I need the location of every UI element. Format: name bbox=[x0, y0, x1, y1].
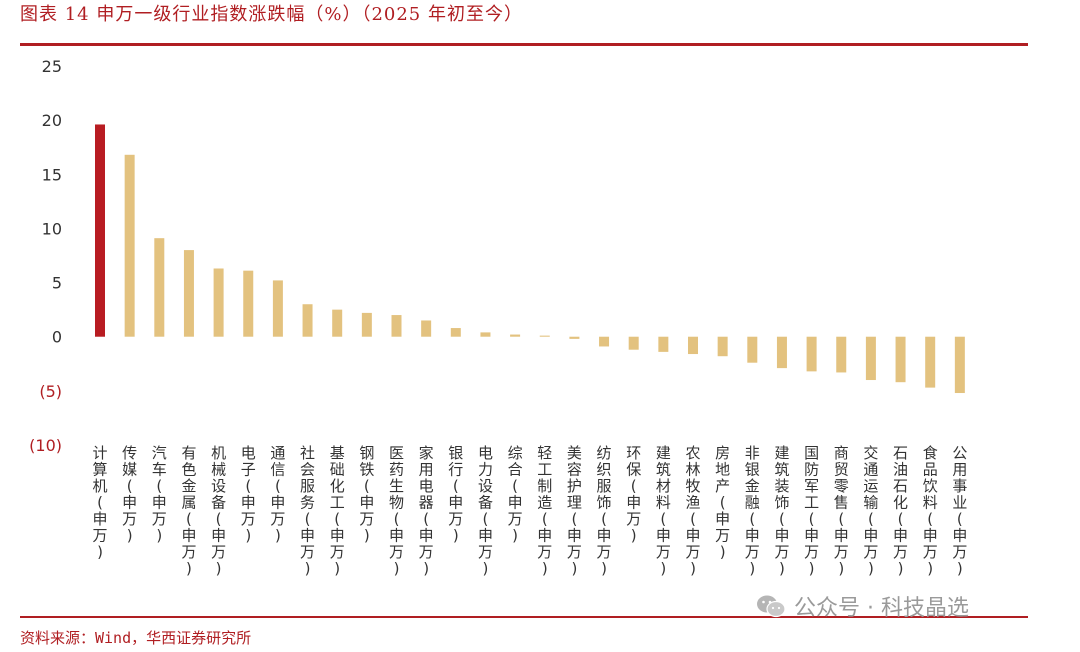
category-label: 社会服务(申万) bbox=[300, 444, 315, 578]
bar bbox=[302, 304, 313, 337]
category-label: 国防军工(申万) bbox=[804, 444, 819, 578]
wechat-icon bbox=[757, 595, 786, 618]
category-label: 建筑材料(申万) bbox=[656, 444, 671, 578]
category-label: 房地产(申万) bbox=[715, 444, 730, 561]
bar bbox=[747, 336, 758, 363]
bar bbox=[361, 312, 372, 337]
category-label: 电力设备(申万) bbox=[478, 444, 493, 578]
category-label: 商贸零售(申万) bbox=[834, 444, 849, 578]
category-label: 非银金融(申万) bbox=[745, 444, 760, 578]
y-tick-label: 0 bbox=[52, 328, 62, 347]
bar bbox=[124, 154, 135, 337]
category-label: 建筑装饰(申万) bbox=[774, 444, 789, 578]
watermark-text: 公众号 · 科技晶选 bbox=[794, 596, 969, 621]
category-label: 传媒(申万) bbox=[122, 444, 137, 545]
bar bbox=[628, 336, 639, 350]
bar bbox=[599, 336, 610, 347]
y-tick-label: 10 bbox=[42, 219, 62, 238]
y-tick-label: 25 bbox=[42, 57, 62, 76]
title-rule bbox=[20, 43, 1028, 46]
bar bbox=[776, 336, 787, 369]
category-label: 纺织服饰(申万) bbox=[597, 444, 612, 578]
category-label: 机械设备(申万) bbox=[211, 444, 226, 578]
category-label: 钢铁(申万) bbox=[359, 444, 374, 545]
category-label: 轻工制造(申万) bbox=[537, 444, 552, 578]
source-note: 资料来源：Wind，华西证券研究所 bbox=[20, 629, 252, 647]
bar bbox=[154, 238, 165, 337]
category-label: 家用电器(申万) bbox=[419, 444, 434, 578]
y-tick-label: (5) bbox=[39, 382, 62, 401]
category-label: 农林牧渔(申万) bbox=[685, 444, 700, 578]
y-tick-label: 5 bbox=[52, 274, 62, 293]
bar bbox=[510, 334, 521, 337]
bar bbox=[213, 268, 224, 337]
bar bbox=[272, 280, 283, 337]
bar bbox=[480, 332, 491, 337]
bar bbox=[806, 336, 817, 372]
bar bbox=[569, 336, 580, 339]
bar bbox=[895, 336, 906, 383]
category-label: 美容护理(申万) bbox=[567, 444, 582, 578]
watermark: 公众号 · 科技晶选 bbox=[756, 590, 969, 622]
y-tick-label: 15 bbox=[42, 165, 62, 184]
footer-rule bbox=[20, 616, 1028, 618]
category-label: 公用事业(申万) bbox=[952, 444, 967, 578]
bar bbox=[332, 309, 343, 337]
category-label: 食品饮料(申万) bbox=[923, 444, 938, 578]
category-label: 有色金属(申万) bbox=[181, 444, 196, 578]
y-tick-label: (10) bbox=[29, 436, 62, 455]
bar bbox=[658, 336, 669, 352]
category-label: 医药生物(申万) bbox=[389, 444, 404, 578]
category-label: 基础化工(申万) bbox=[330, 444, 345, 578]
bar bbox=[925, 336, 936, 388]
chart-title: 图表 14 申万一级行业指数涨跌幅（%）（2025 年初至今） bbox=[20, 4, 523, 25]
bar bbox=[450, 328, 461, 337]
bar bbox=[836, 336, 847, 373]
bar bbox=[539, 335, 550, 337]
bar bbox=[954, 336, 965, 394]
bar bbox=[865, 336, 876, 381]
category-label: 电子(申万) bbox=[241, 444, 256, 545]
bar bbox=[183, 250, 194, 337]
bar bbox=[95, 124, 105, 337]
category-label: 综合(申万) bbox=[508, 444, 523, 545]
category-label: 计算机(申万) bbox=[92, 444, 107, 561]
bar bbox=[717, 336, 728, 357]
category-label: 通信(申万) bbox=[270, 444, 285, 545]
category-label: 交通运输(申万) bbox=[863, 444, 878, 578]
category-label: 银行(申万) bbox=[448, 444, 463, 545]
bar bbox=[688, 336, 698, 355]
category-label: 环保(申万) bbox=[626, 444, 641, 545]
category-label: 汽车(申万) bbox=[152, 444, 167, 545]
bar bbox=[243, 270, 254, 337]
category-label: 石油石化(申万) bbox=[893, 444, 908, 578]
y-tick-label: 20 bbox=[42, 111, 62, 130]
bar bbox=[421, 320, 432, 337]
bar bbox=[391, 315, 402, 337]
